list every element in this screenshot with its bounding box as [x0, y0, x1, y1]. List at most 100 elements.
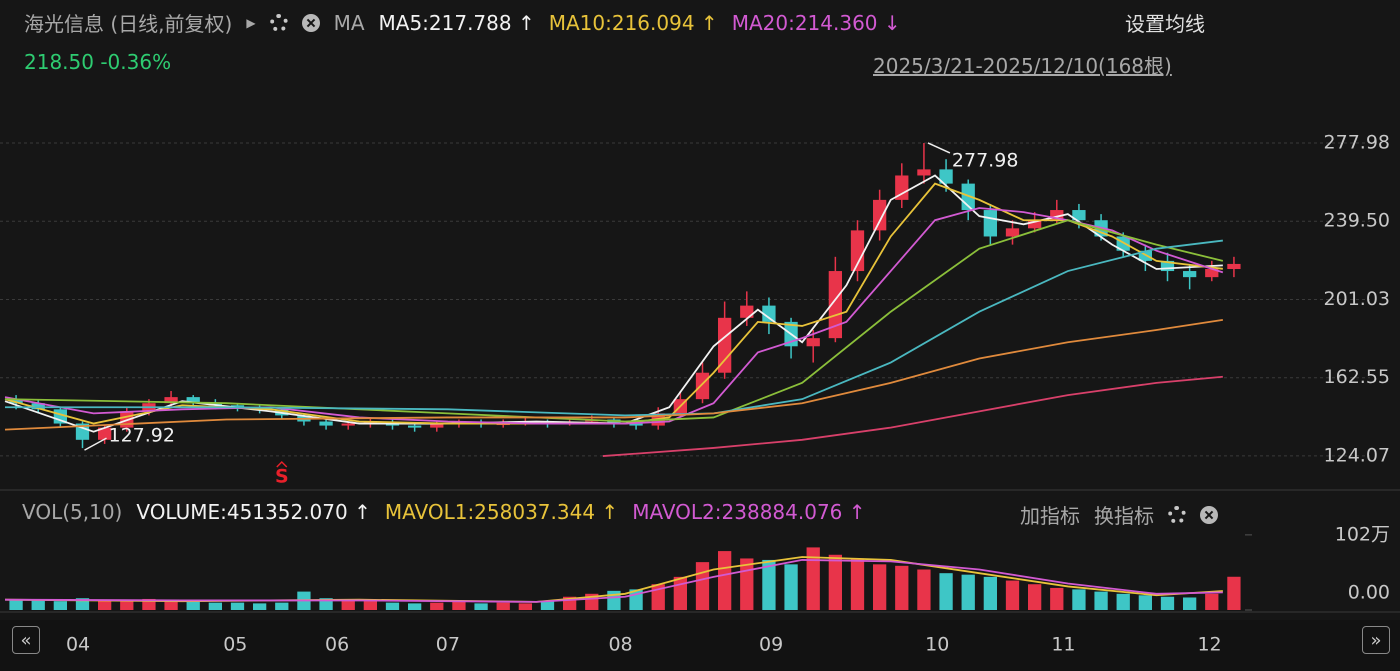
line-series	[4, 174, 1223, 433]
footer-bar	[0, 620, 1400, 671]
volume-bar	[1005, 580, 1020, 610]
line-series	[4, 318, 1223, 431]
volume-bar	[275, 602, 289, 610]
volume-bar	[363, 601, 377, 610]
add-indicator[interactable]: 加指标	[1020, 504, 1080, 528]
y-tick-label: 0.00	[1348, 582, 1390, 604]
candle-body	[983, 210, 997, 237]
line-series	[602, 375, 1223, 457]
volume-bar	[917, 569, 931, 610]
volume-bar	[784, 564, 798, 610]
candle-body	[31, 403, 45, 410]
volume-bar	[142, 598, 156, 610]
candle-body	[319, 421, 333, 426]
legend-entry: MAVOL1:258037.344 ↑	[384, 500, 619, 524]
line-series	[5, 239, 1223, 417]
scroll-left[interactable]: «	[12, 626, 40, 654]
x-tick-label: 05	[223, 634, 247, 656]
marker-caret	[276, 460, 288, 468]
candle-body	[1005, 228, 1020, 237]
candle-body	[98, 427, 112, 440]
y-tick-label: 124.07	[1324, 444, 1390, 466]
date-range[interactable]: 2025/3/21-2025/12/10(168根)	[873, 50, 1172, 79]
volume-bar	[1050, 587, 1064, 610]
volume-bar	[53, 601, 67, 610]
candle-body	[1050, 210, 1064, 221]
y-tick-label: 102万	[1335, 523, 1390, 545]
candle-body	[1028, 220, 1042, 229]
legend-entry: MA5:217.788 ↑	[378, 10, 535, 35]
candle-body	[895, 175, 909, 200]
volume-bar	[474, 603, 488, 610]
indicator-toolbar: 加指标 换指标	[1020, 500, 1218, 529]
volume-bar	[1072, 589, 1086, 610]
x-tick-label: 07	[436, 634, 460, 656]
signal-marker: S	[275, 466, 289, 488]
candle-body	[629, 423, 643, 426]
x-tick-label: 04	[66, 634, 90, 656]
volume-bar	[1094, 591, 1108, 610]
low-annotation: 127.92	[109, 425, 175, 447]
candle-body	[828, 271, 842, 339]
x-tick-label: 08	[608, 634, 632, 656]
volume-bar	[253, 603, 267, 610]
candle-body	[695, 372, 710, 400]
legend-entry: VOLUME:451352.070 ↑	[136, 500, 371, 524]
volume-bar	[518, 603, 532, 610]
expand-icon[interactable]: ▶	[246, 15, 256, 30]
volume-bar	[1116, 593, 1130, 610]
y-tick-label: 162.55	[1324, 366, 1390, 388]
volume-bar	[9, 599, 23, 610]
volume-bar	[1028, 584, 1042, 610]
volume-bar	[1227, 576, 1241, 610]
switch-indicator[interactable]: 换指标	[1094, 504, 1154, 528]
volume-bar	[828, 554, 842, 610]
ma-settings-label[interactable]: 设置均线	[1125, 12, 1205, 36]
volume-bar	[452, 601, 466, 610]
candle-body	[873, 199, 887, 231]
volume-bar	[1183, 597, 1197, 610]
y-tick-label: 277.98	[1324, 131, 1390, 153]
x-tick-label: 11	[1051, 634, 1075, 656]
volume-bar	[164, 601, 178, 610]
settings-icon[interactable]	[1168, 505, 1186, 524]
line-series	[4, 207, 1224, 425]
candle-body	[718, 317, 732, 373]
close-icon[interactable]	[1200, 505, 1218, 524]
chart-title: 海光信息 (日线,前复权)	[24, 12, 233, 36]
annotation-arrow	[927, 142, 951, 154]
volume-bar	[1205, 593, 1219, 610]
candle-body	[164, 397, 178, 404]
volume-bar	[850, 558, 865, 610]
x-tick-label: 06	[325, 634, 349, 656]
x-tick-label: 09	[759, 634, 783, 656]
volume-bar	[540, 601, 555, 610]
volume-bar	[895, 565, 909, 610]
volume-bar	[385, 602, 400, 610]
legend-entry: MA20:214.360 ↓	[731, 10, 901, 35]
volume-bar	[1160, 596, 1175, 610]
x-tick-label: 10	[925, 634, 949, 656]
x-tick-label: 12	[1197, 634, 1221, 656]
settings-icon[interactable]	[269, 13, 288, 32]
volume-bar	[961, 574, 975, 610]
close-icon[interactable]	[301, 13, 320, 32]
volume-bar	[230, 602, 245, 610]
candle-body	[230, 405, 245, 408]
volume-bar	[120, 600, 134, 610]
volume-bar	[98, 599, 112, 610]
candle-body	[1205, 269, 1219, 278]
volume-bar	[208, 602, 222, 610]
line-series	[4, 559, 1223, 603]
ma-settings[interactable]: 设置均线	[1125, 8, 1205, 37]
candle-body	[1183, 271, 1197, 278]
volume-bar	[75, 598, 90, 610]
candle-body	[430, 423, 444, 428]
candle-body	[740, 305, 754, 318]
date-range-label[interactable]: 2025/3/21-2025/12/10(168根)	[873, 54, 1172, 78]
candle-body	[917, 169, 931, 176]
candle-body	[1227, 263, 1241, 270]
candle-body	[939, 169, 953, 184]
scroll-right[interactable]: »	[1362, 626, 1390, 654]
